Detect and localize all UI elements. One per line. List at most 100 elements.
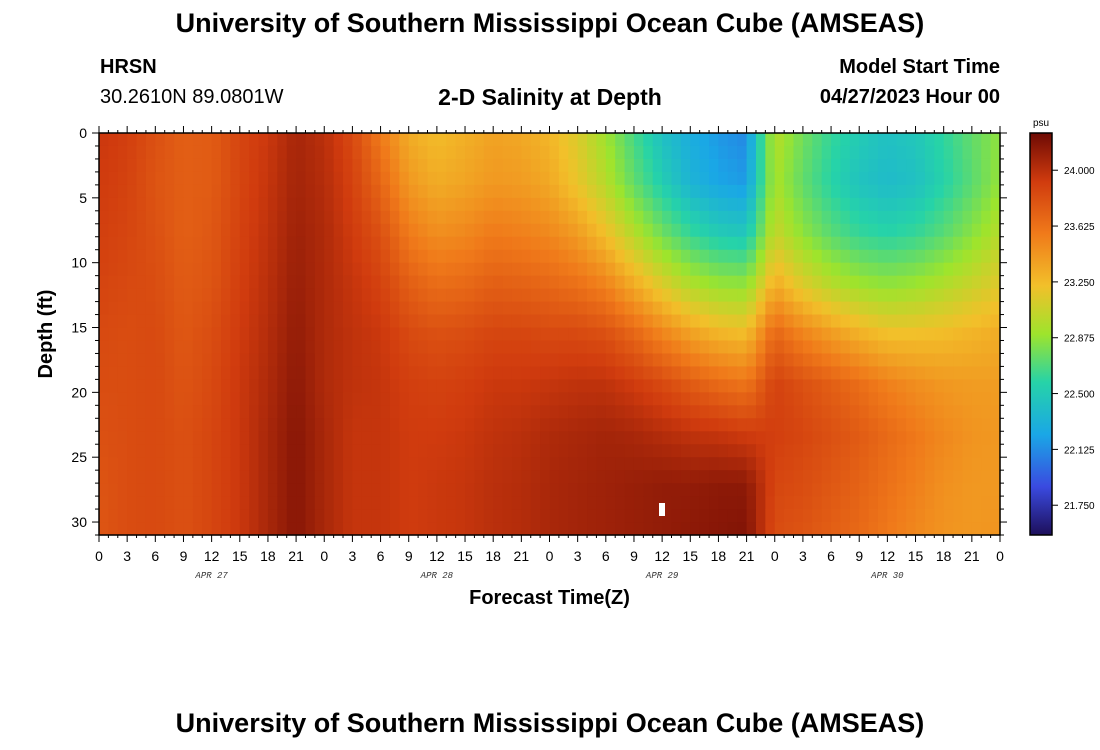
heatmap-cell [755, 171, 766, 186]
heatmap-cell [558, 236, 569, 251]
heatmap-cell [774, 275, 785, 290]
heatmap-cell [774, 184, 785, 199]
heatmap-cell [990, 158, 1001, 173]
heatmap-cell [802, 470, 813, 484]
heatmap-cell [549, 314, 560, 329]
heatmap-cell [221, 470, 231, 484]
heatmap-cell [174, 197, 185, 212]
heatmap-cell [699, 301, 710, 316]
heatmap-cell [615, 522, 626, 536]
heatmap-cell [108, 366, 119, 380]
heatmap-cell [465, 379, 476, 393]
heatmap-cell [577, 483, 588, 497]
heatmap-cell [136, 405, 147, 419]
heatmap-cell [906, 353, 917, 368]
heatmap-cell [605, 158, 616, 173]
heatmap-cell [643, 314, 654, 329]
heatmap-cell [446, 418, 457, 432]
heatmap-cell [436, 431, 447, 445]
heatmap-cell [117, 418, 128, 432]
heatmap-cell [511, 158, 522, 173]
heatmap-cell [324, 392, 335, 406]
heatmap-cell [859, 314, 870, 329]
heatmap-cell [127, 184, 138, 199]
heatmap-cell [436, 392, 447, 406]
heatmap-cell [465, 184, 476, 199]
heatmap-cell [474, 379, 485, 393]
heatmap-cell [286, 223, 297, 238]
heatmap-cell [136, 327, 147, 342]
heatmap-cell [849, 158, 860, 173]
heatmap-cell [971, 353, 982, 368]
heatmap-cell [296, 353, 307, 368]
heatmap-cell [211, 288, 222, 303]
heatmap-cell [202, 288, 213, 303]
heatmap-cell [521, 444, 532, 458]
heatmap-cell [549, 340, 560, 355]
heatmap-cell [286, 158, 297, 173]
heatmap-cell [671, 249, 682, 264]
heatmap-cell [652, 184, 663, 199]
heatmap-cell [755, 392, 766, 406]
heatmap-cell [587, 483, 598, 497]
heatmap-cell [436, 405, 447, 419]
heatmap-cell [915, 457, 926, 471]
heatmap-cell [971, 223, 982, 238]
heatmap-cell [587, 496, 598, 510]
heatmap-cell [502, 405, 513, 419]
heatmap-cell [699, 418, 710, 432]
heatmap-cell [643, 483, 654, 497]
heatmap-cell [296, 509, 307, 523]
heatmap-cell [230, 327, 241, 342]
heatmap-cell [258, 470, 269, 484]
heatmap-cell [690, 483, 701, 497]
heatmap-cell [549, 249, 560, 264]
heatmap-cell [577, 470, 588, 484]
heatmap-cell [493, 262, 504, 277]
heatmap-cell [117, 301, 128, 316]
heatmap-cell [868, 392, 879, 406]
heatmap-cell [774, 509, 785, 523]
heatmap-cell [399, 133, 410, 147]
heatmap-cell [765, 483, 776, 497]
heatmap-cell [558, 197, 569, 212]
heatmap-cell [286, 249, 297, 264]
heatmap-cell [408, 223, 419, 238]
y-tick-label: 20 [71, 384, 87, 400]
heatmap-cell [755, 301, 766, 316]
heatmap-cell [305, 496, 316, 510]
heatmap-cell [849, 496, 860, 510]
heatmap-cell [258, 249, 269, 264]
heatmap-cell [221, 366, 231, 380]
heatmap-cell [521, 379, 532, 393]
heatmap-cell [652, 522, 663, 536]
heatmap-cell [605, 353, 616, 368]
heatmap-cell [727, 496, 738, 510]
heatmap-cell [765, 405, 776, 419]
heatmap-cell [671, 353, 682, 368]
heatmap-cell [793, 236, 804, 251]
heatmap-cell [202, 133, 213, 147]
heatmap-cell [221, 197, 231, 212]
heatmap-cell [906, 197, 917, 212]
heatmap-cell [821, 509, 832, 523]
heatmap-cell [709, 444, 720, 458]
x-tick-label: 0 [996, 548, 1004, 564]
heatmap-cell [633, 236, 644, 251]
heatmap-cell [774, 223, 785, 238]
x-tick-label: 18 [711, 548, 727, 564]
heatmap-cell [849, 509, 860, 523]
heatmap-cell [455, 483, 466, 497]
heatmap-cell [174, 340, 185, 355]
heatmap-cell [981, 184, 992, 199]
heatmap-cell [155, 301, 166, 316]
heatmap-cell [643, 457, 654, 471]
heatmap-cell [718, 457, 729, 471]
heatmap-cell [877, 353, 888, 368]
x-axis-label: Forecast Time(Z) [469, 587, 630, 609]
heatmap-cell [108, 340, 119, 355]
heatmap-cell [746, 431, 757, 445]
heatmap-cell [953, 392, 964, 406]
heatmap-cell [981, 133, 992, 147]
heatmap-cell [221, 431, 231, 445]
